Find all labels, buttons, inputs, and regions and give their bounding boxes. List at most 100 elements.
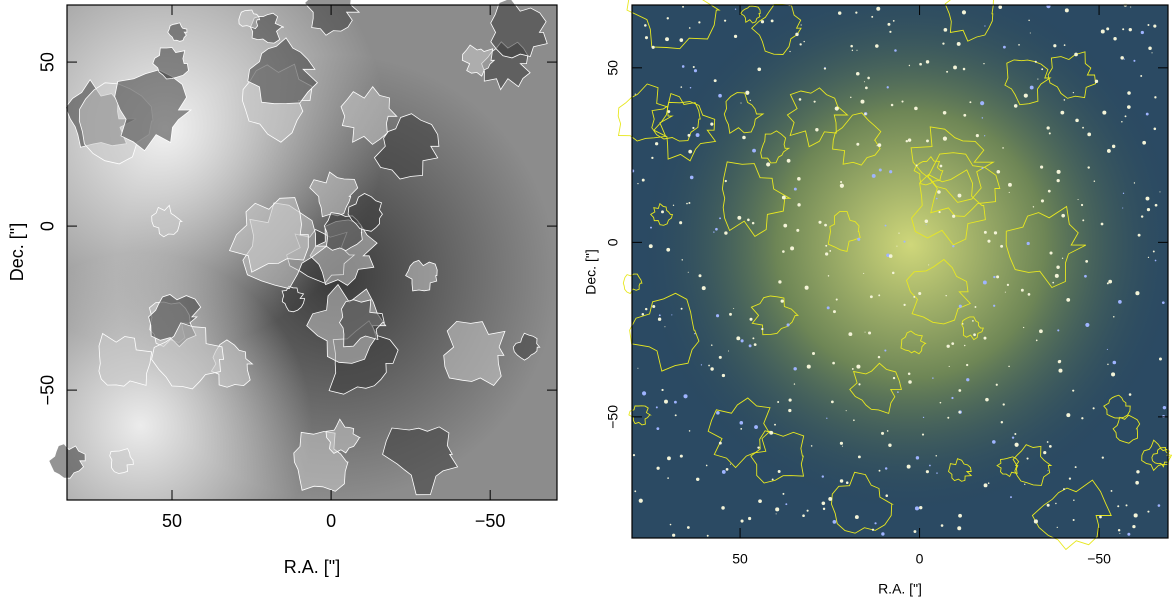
star xyxy=(1123,58,1125,60)
star xyxy=(956,41,961,46)
star xyxy=(878,294,881,297)
left-panel: 50 0 −50 −50 0 50 R.A. ["] Dec. ["] xyxy=(7,0,558,577)
star xyxy=(878,168,882,172)
star xyxy=(924,219,929,223)
star xyxy=(828,496,833,501)
star xyxy=(1047,189,1051,193)
star xyxy=(781,195,786,200)
star xyxy=(1137,233,1141,237)
star xyxy=(655,406,658,409)
star xyxy=(832,361,835,365)
star xyxy=(642,391,647,396)
star xyxy=(686,526,690,529)
star xyxy=(674,400,677,404)
contour xyxy=(649,202,673,226)
star xyxy=(1154,203,1158,207)
star xyxy=(1040,199,1045,203)
star xyxy=(1145,196,1150,201)
star xyxy=(1006,283,1010,287)
star xyxy=(982,280,987,285)
star xyxy=(1041,68,1044,71)
star xyxy=(689,175,694,180)
star xyxy=(1154,96,1157,99)
star xyxy=(996,275,1000,279)
y-tick-label: −50 xyxy=(38,375,58,406)
star xyxy=(834,106,839,111)
star xyxy=(652,304,656,309)
contour xyxy=(832,112,882,166)
star xyxy=(798,98,802,101)
star xyxy=(634,490,637,493)
contour xyxy=(910,126,995,203)
right-panel: 50 0 −50 −50 0 50 R.A. ["] Dec. ["] xyxy=(583,0,1172,597)
star xyxy=(1072,389,1075,392)
star xyxy=(1058,368,1063,373)
y-tick-label: 50 xyxy=(605,60,621,76)
star xyxy=(665,37,669,42)
x-tick-label: 50 xyxy=(162,511,182,531)
star xyxy=(698,274,702,278)
star xyxy=(778,470,781,473)
star xyxy=(908,64,911,67)
star xyxy=(695,133,700,137)
star xyxy=(913,530,917,533)
map-patch xyxy=(281,285,306,313)
star xyxy=(951,396,954,400)
star xyxy=(1133,513,1138,518)
star xyxy=(782,250,785,253)
star xyxy=(751,221,755,225)
y-tick-label: 0 xyxy=(605,238,621,246)
star xyxy=(648,244,653,249)
star xyxy=(1027,293,1031,296)
star xyxy=(725,467,729,471)
star xyxy=(845,410,847,412)
star xyxy=(953,65,957,70)
star xyxy=(1106,348,1108,351)
star xyxy=(656,427,660,431)
star xyxy=(742,135,746,140)
map-patch xyxy=(151,204,183,238)
star xyxy=(892,376,896,380)
star xyxy=(651,156,654,160)
star xyxy=(907,372,911,376)
star xyxy=(857,455,861,459)
star xyxy=(679,454,683,458)
star xyxy=(840,181,843,184)
map-patch xyxy=(339,299,385,348)
star xyxy=(884,467,888,470)
contour xyxy=(651,93,701,142)
star xyxy=(1093,180,1096,183)
star xyxy=(1046,441,1049,443)
map-patch xyxy=(152,47,189,80)
star xyxy=(983,483,988,488)
star xyxy=(983,62,985,65)
star xyxy=(729,312,732,316)
star xyxy=(984,25,986,27)
star xyxy=(881,532,885,536)
star xyxy=(1157,504,1161,507)
star xyxy=(713,231,715,233)
contour xyxy=(622,273,643,295)
y-axis-label: Dec. ["] xyxy=(7,223,27,281)
star xyxy=(789,50,791,53)
star xyxy=(1113,37,1117,41)
star xyxy=(1055,502,1057,505)
star xyxy=(1101,456,1104,459)
star xyxy=(969,101,972,104)
star xyxy=(1122,192,1125,195)
star xyxy=(724,231,728,235)
star xyxy=(729,463,732,465)
star xyxy=(1087,166,1090,169)
star xyxy=(897,391,899,393)
star xyxy=(850,44,853,48)
star xyxy=(800,24,802,26)
star xyxy=(915,164,918,167)
star xyxy=(688,201,691,204)
x-tick-label: −50 xyxy=(1087,551,1111,567)
star xyxy=(951,342,955,345)
star xyxy=(996,169,1001,174)
star xyxy=(1130,6,1132,8)
star xyxy=(1072,92,1075,94)
axes-frame xyxy=(66,4,558,501)
star xyxy=(644,36,649,40)
